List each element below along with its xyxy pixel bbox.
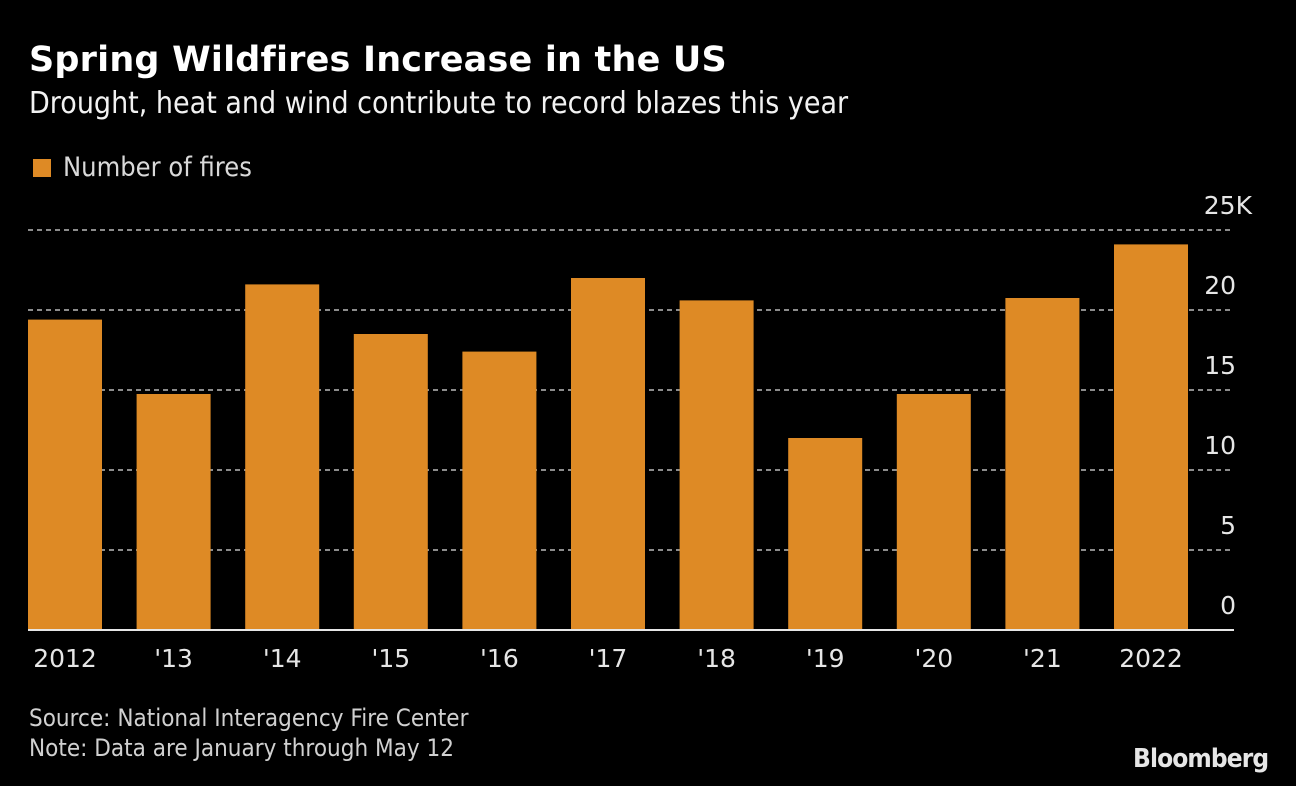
bar-2022: [1114, 244, 1188, 630]
x-axis-ticks: 2012 '13 '14 '15 '16 '17 '18 '19 '20 '21 2022: [33, 644, 1183, 673]
bar-20: [896, 394, 971, 630]
bar-13: [136, 394, 211, 630]
data-note: Note: Data are January through May 12: [29, 734, 455, 762]
x-tick-label: '18: [697, 644, 736, 673]
chart-title: Spring Wildfires Increase in the US: [29, 40, 727, 80]
y-tick-label: 10: [1204, 431, 1236, 460]
legend-swatch-number-of-fires: [33, 158, 51, 177]
y-axis-ticks: 0 5 10 15 20 25K: [1204, 191, 1253, 620]
x-tick-label: 2012: [33, 644, 97, 673]
x-tick-label: 2022: [1119, 644, 1183, 673]
bar-2012: [28, 319, 102, 630]
y-tick-label: 25K: [1204, 191, 1253, 220]
x-tick-label: '14: [263, 644, 302, 673]
bar-17: [571, 278, 645, 630]
x-tick-label: '13: [154, 644, 193, 673]
x-tick-label: '17: [589, 644, 628, 673]
legend: Number of fires: [33, 152, 273, 183]
y-tick-label: 15: [1204, 351, 1236, 380]
chart-subtitle: Drought, heat and wind contribute to rec…: [29, 86, 849, 121]
x-tick-label: '19: [806, 644, 845, 673]
bar-15: [353, 334, 428, 630]
bar-21: [1005, 298, 1080, 630]
y-tick-label: 5: [1220, 511, 1236, 540]
bar-14: [245, 284, 320, 630]
x-tick-label: '15: [371, 644, 410, 673]
y-tick-label: 20: [1204, 271, 1236, 300]
bar-16: [462, 351, 537, 630]
x-tick-label: '21: [1023, 644, 1062, 673]
bars: [28, 244, 1188, 630]
y-tick-label: 0: [1220, 591, 1236, 620]
source-note: Source: National Interagency Fire Center: [29, 704, 469, 732]
legend-label-number-of-fires: Number of fires: [63, 152, 252, 183]
x-tick-label: '20: [914, 644, 953, 673]
bar-19: [788, 438, 863, 630]
x-tick-label: '16: [480, 644, 519, 673]
bar-18: [679, 300, 754, 630]
bloomberg-logo: Bloomberg: [1132, 744, 1269, 774]
